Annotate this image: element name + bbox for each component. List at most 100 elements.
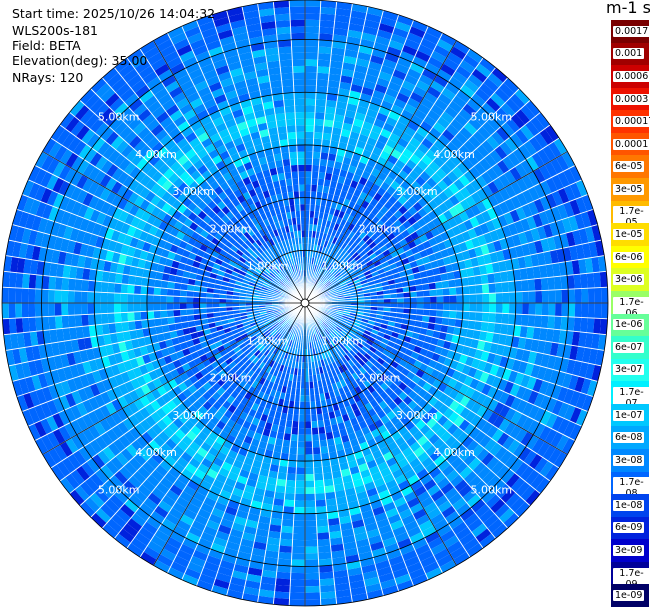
- beta-cell: [475, 417, 488, 431]
- beta-cell: [591, 256, 600, 273]
- beta-cell: [556, 248, 566, 263]
- beta-cell: [536, 225, 547, 240]
- beta-cell: [374, 248, 383, 257]
- beta-cell: [61, 290, 69, 303]
- beta-cell: [392, 27, 409, 39]
- beta-cell: [428, 343, 437, 353]
- beta-cell: [493, 323, 502, 334]
- beta-cell: [318, 172, 326, 180]
- beta-cell: [405, 142, 418, 154]
- beta-cell: [321, 277, 327, 284]
- beta-cell: [322, 321, 329, 328]
- beta-cell: [212, 303, 220, 308]
- beta-cell: [305, 237, 309, 244]
- beta-cell: [514, 220, 525, 234]
- beta-cell: [453, 380, 464, 392]
- beta-cell: [365, 237, 374, 246]
- beta-cell: [333, 21, 350, 30]
- beta-cell: [448, 76, 464, 90]
- beta-cell: [427, 199, 439, 211]
- beta-cell: [491, 479, 506, 494]
- beta-cell: [342, 261, 350, 268]
- beta-cell: [572, 229, 582, 246]
- beta-cell: [557, 386, 569, 403]
- beta-cell: [459, 126, 473, 140]
- beta-cell: [308, 230, 313, 238]
- beta-cell: [348, 231, 356, 240]
- beta-cell: [342, 62, 356, 72]
- beta-cell: [588, 241, 598, 258]
- beta-cell: [453, 178, 465, 191]
- beta-cell: [477, 466, 491, 480]
- beta-cell: [48, 289, 55, 303]
- beta-cell: [432, 206, 444, 217]
- beta-cell: [445, 123, 460, 137]
- beta-cell: [318, 165, 327, 173]
- beta-cell: [451, 370, 462, 381]
- beta-cell: [147, 310, 155, 320]
- beta-cell: [291, 559, 305, 567]
- beta-cell: [284, 493, 295, 501]
- beta-cell: [458, 144, 472, 158]
- beta-cell: [461, 319, 469, 329]
- beta-cell: [358, 348, 367, 356]
- beta-cell: [294, 493, 305, 501]
- beta-cell: [476, 303, 483, 313]
- beta-cell: [575, 196, 587, 214]
- beta-cell: [466, 48, 484, 64]
- beta-cell: [466, 153, 479, 167]
- beta-cell: [329, 267, 336, 274]
- beta-cell: [475, 88, 491, 103]
- beta-cell: [543, 367, 554, 383]
- beta-cell: [319, 571, 334, 580]
- beta-cell: [558, 261, 567, 277]
- beta-cell: [412, 164, 424, 176]
- beta-cell: [443, 209, 454, 221]
- beta-cell: [298, 428, 305, 435]
- beta-cell: [441, 374, 452, 386]
- beta-cell: [432, 410, 444, 422]
- beta-cell: [521, 279, 529, 292]
- beta-cell: [166, 288, 174, 297]
- beta-cell: [538, 425, 552, 442]
- beta-cell: [289, 585, 305, 593]
- beta-cell: [305, 204, 311, 211]
- beta-cell: [377, 298, 385, 303]
- beta-cell: [538, 210, 550, 226]
- beta-cell: [324, 319, 331, 325]
- beta-cell: [533, 422, 546, 438]
- beta-cell: [406, 68, 422, 80]
- beta-cell: [461, 250, 471, 261]
- beta-cell: [313, 138, 323, 146]
- beta-cell: [329, 60, 344, 69]
- beta-cell: [305, 72, 318, 80]
- beta-cell: [397, 57, 413, 69]
- beta-cell: [365, 259, 374, 267]
- beta-cell: [530, 116, 545, 133]
- beta-cell: [318, 551, 332, 560]
- beta-cell: [346, 215, 355, 224]
- beta-cell: [331, 174, 340, 183]
- beta-cell: [571, 259, 581, 275]
- beta-cell: [402, 286, 410, 293]
- beta-cell: [472, 480, 487, 494]
- beta-cell: [530, 253, 540, 267]
- beta-cell: [508, 281, 516, 293]
- beta-cell: [382, 122, 395, 133]
- beta-cell: [380, 166, 392, 176]
- beta-cell: [383, 307, 391, 312]
- beta-cell: [456, 162, 469, 175]
- beta-cell: [481, 395, 493, 409]
- beta-cell: [318, 46, 332, 55]
- beta-cell: [428, 282, 436, 290]
- beta-cell: [338, 342, 345, 350]
- beta-cell: [486, 207, 498, 220]
- beta-cell: [305, 467, 314, 475]
- beta-cell: [528, 290, 536, 303]
- beta-cell: [438, 331, 447, 341]
- beta-cell: [350, 83, 363, 93]
- beta-cell: [575, 179, 588, 197]
- beta-cell: [489, 342, 499, 355]
- beta-cell: [322, 269, 329, 277]
- beta-cell: [443, 198, 455, 210]
